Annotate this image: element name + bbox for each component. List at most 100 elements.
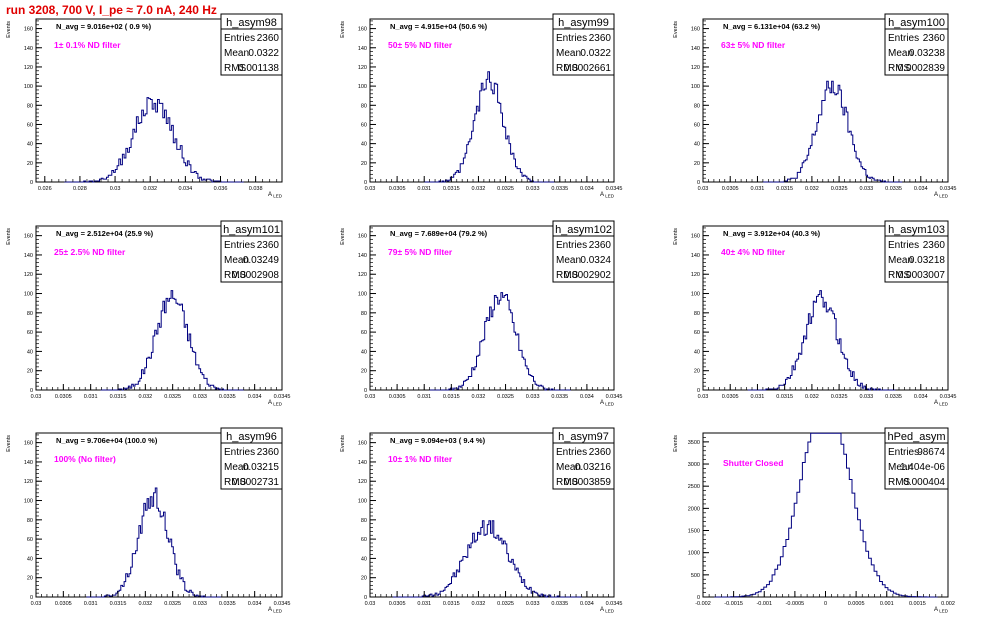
x-tick-label: 0.0325 [497, 186, 514, 192]
stats-key: Entries [556, 240, 587, 251]
stats-key: Mean [888, 255, 913, 266]
x-tick-label: 0.033 [193, 601, 207, 607]
stats-value: 0.0322 [580, 48, 611, 59]
histogram-panel-h_asym98: 0 20 40 60 80 100 120 140 160 0.026 0.028 0.03 0.032… [6, 13, 283, 199]
stats-value: 2360 [589, 240, 612, 251]
y-tick-label: 0 [697, 180, 700, 186]
stats-box-title: h_asym100 [888, 17, 945, 29]
y-tick-label: 80 [27, 103, 33, 109]
x-axis-title: A LED [600, 192, 615, 199]
x-tick-label: 0.03 [31, 394, 42, 400]
x-tick-label: 0.034 [178, 186, 192, 192]
y-tick-label: 60 [27, 122, 33, 128]
x-tick-label: 0.0325 [164, 601, 181, 607]
stats-value: 0.001138 [238, 63, 279, 74]
histogram-line [64, 97, 244, 183]
y-tick-label: 0 [697, 595, 700, 601]
stats-box-title: hPed_asym [887, 431, 945, 443]
y-tick-label: 40 [361, 556, 367, 562]
stats-box-title: h_asym98 [226, 17, 277, 29]
filter-annotation: 63± 5% ND filter [721, 40, 786, 50]
x-tick-label: 0.0345 [606, 394, 623, 400]
x-tick-label: 0.031 [417, 394, 431, 400]
x-tick-label: 0.0325 [497, 601, 514, 607]
x-tick-label: 0.0315 [443, 394, 460, 400]
stats-key: Entries [888, 240, 919, 251]
navg-label: N_avg = 7.689e+04 (79.2 %) [390, 229, 488, 238]
y-tick-label: 120 [24, 479, 33, 485]
y-tick-label: 120 [358, 479, 367, 485]
stats-value: 0.0002731 [232, 477, 280, 488]
stats-box-title: h_asym96 [226, 431, 277, 443]
y-tick-label: 60 [27, 537, 33, 543]
stats-value: 0.0002908 [232, 270, 280, 281]
stats-value: 0.000404 [903, 477, 945, 488]
x-tick-label: 0.0305 [55, 601, 72, 607]
y-tick-label: 40 [361, 349, 367, 355]
stats-key: Mean [224, 462, 249, 473]
y-tick-label: 140 [358, 46, 367, 52]
y-tick-label: 80 [27, 311, 33, 317]
filter-annotation: 25± 2.5% ND filter [54, 247, 126, 257]
stats-key: Mean [888, 48, 913, 59]
stats-key: RMS [224, 63, 247, 74]
stats-key: Mean [224, 255, 249, 266]
y-tick-label: 3500 [688, 440, 700, 446]
navg-label: N_avg = 2.512e+04 (25.9 %) [56, 229, 154, 238]
stats-value: 1.404e-06 [900, 462, 945, 473]
x-tick-label: 0.031 [84, 394, 98, 400]
y-tick-label: 20 [361, 161, 367, 167]
y-tick-label: 100 [358, 292, 367, 298]
stats-box-title: h_asym103 [888, 224, 945, 236]
y-tick-label: 140 [24, 46, 33, 52]
stats-box-frame [884, 13, 949, 76]
stats-value: 0.0324 [580, 255, 611, 266]
x-tick-label: 0.0335 [885, 394, 902, 400]
x-tick-label: 0.0325 [497, 394, 514, 400]
x-tick-label: 0.03 [365, 601, 376, 607]
stats-value: 0.03216 [575, 462, 612, 473]
x-tick-label: 0.0315 [443, 186, 460, 192]
y-tick-label: 100 [358, 84, 367, 90]
x-tick-label: 0.033 [859, 186, 873, 192]
stats-value: 0.0322 [248, 48, 279, 59]
stats-key: RMS [888, 270, 911, 281]
stats-key: Mean [888, 462, 913, 473]
x-tick-label: 0.036 [214, 186, 228, 192]
stats-box-frame [552, 220, 615, 283]
x-tick-label: 0.026 [38, 186, 52, 192]
x-tick-label: 0.0315 [110, 394, 127, 400]
x-tick-label: 0.03 [31, 601, 42, 607]
y-tick-label: 0 [30, 180, 33, 186]
y-tick-label: 20 [27, 161, 33, 167]
y-tick-label: 140 [691, 253, 700, 259]
stats-key: Mean [556, 48, 581, 59]
stats-key: Entries [224, 447, 255, 458]
x-tick-label: 0.032 [472, 186, 486, 192]
x-tick-label: 0.034 [580, 186, 594, 192]
x-tick-label: 0.0305 [389, 186, 406, 192]
y-tick-label: 20 [27, 576, 33, 582]
y-tick-label: 60 [27, 330, 33, 336]
stats-value: 2360 [923, 33, 946, 44]
x-tick-label: -0.0005 [786, 601, 805, 607]
x-tick-label: 0.033 [859, 394, 873, 400]
filter-annotation: 100% (No filter) [54, 454, 116, 464]
x-tick-label: 0.034 [914, 186, 928, 192]
y-axis-title: Events [340, 435, 346, 452]
x-tick-label: 0.0305 [389, 394, 406, 400]
x-tick-label: 0.0335 [885, 186, 902, 192]
y-tick-label: 140 [691, 46, 700, 52]
stats-value: 2360 [589, 447, 612, 458]
y-tick-label: 140 [358, 460, 367, 466]
histogram-line [429, 292, 571, 391]
stats-value: 98674 [917, 447, 945, 458]
y-tick-label: 140 [358, 253, 367, 259]
x-tick-label: 0.034 [580, 601, 594, 607]
x-tick-label: 0.033 [193, 394, 207, 400]
x-tick-label: 0.03 [365, 186, 376, 192]
x-tick-label: 0.0315 [110, 601, 127, 607]
x-axis-title: A LED [600, 607, 615, 614]
